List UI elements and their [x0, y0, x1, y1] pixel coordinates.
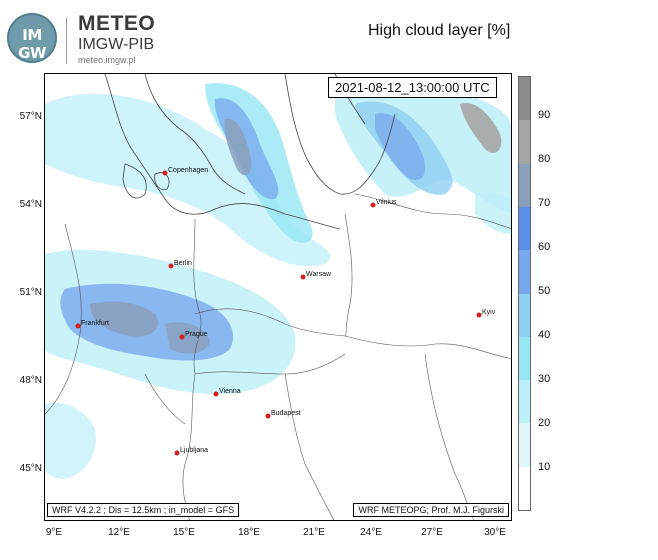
- city-label: Budapest: [271, 410, 301, 417]
- country-borders: [45, 193, 511, 520]
- map-frame: WRF V4.2.2 ; Dis = 12.5km ; in_model = G…: [44, 73, 512, 521]
- city-label: Frankfurt: [81, 320, 110, 327]
- colorbar-segment: [519, 76, 530, 121]
- city-markers: [75, 170, 482, 456]
- city-label: Vilnius: [376, 199, 397, 206]
- city-label: Berlin: [174, 260, 192, 267]
- brand-name: METEO: [78, 12, 156, 35]
- colorbar-segment: [519, 249, 530, 294]
- credit-note: WRF METEOPG; Prof. M.J. Figurski: [353, 503, 509, 517]
- colorbar-segment: [519, 293, 530, 337]
- colorbar-label: 20: [538, 417, 551, 429]
- brand-subtitle: IMGW-PIB: [78, 36, 155, 53]
- city-marker: [265, 413, 271, 419]
- colorbar-segment: [519, 163, 530, 207]
- city-label: Copenhagen: [168, 167, 209, 174]
- lat-label: 51°N: [19, 287, 42, 298]
- city-marker: [75, 323, 81, 329]
- city-label: Kyiv: [482, 309, 496, 316]
- city-label: Vienna: [219, 388, 241, 395]
- map-canvas: [45, 74, 511, 520]
- colorbar-label: 90: [538, 109, 551, 121]
- lon-label: 27°E: [421, 527, 443, 538]
- colorbar-label: 60: [538, 241, 551, 253]
- city-label: Warsaw: [306, 271, 332, 278]
- colorbar-segment: [519, 422, 530, 467]
- city-marker: [168, 263, 174, 269]
- lon-label: 21°E: [303, 527, 325, 538]
- lon-label: 9°E: [45, 527, 63, 538]
- city-marker: [174, 450, 180, 456]
- imgw-logo: [7, 13, 57, 63]
- map-title: High cloud layer [%]: [368, 22, 511, 39]
- colorbar-label: 80: [538, 153, 551, 165]
- colorbar-segment: [519, 336, 530, 381]
- city-label: Prague: [185, 331, 208, 338]
- lon-label: 18°E: [238, 527, 260, 538]
- lat-label: 48°N: [19, 375, 42, 386]
- lat-label: 54°N: [19, 199, 42, 210]
- colorbar-label: 70: [538, 197, 551, 209]
- colorbar-segment: [519, 206, 530, 251]
- city-marker: [370, 202, 376, 208]
- lon-label: 24°E: [360, 527, 382, 538]
- colorbar-label: 30: [538, 373, 551, 385]
- lon-label: 12°E: [108, 527, 130, 538]
- lon-label: 30°E: [484, 527, 506, 538]
- lat-label: 45°N: [19, 463, 42, 474]
- colorbar-segment: [519, 466, 530, 510]
- timestamp-label: 2021-08-12_13:00:00 UTC: [328, 77, 497, 98]
- colorbar-segment: [519, 119, 530, 164]
- model-info-note: WRF V4.2.2 ; Dis = 12.5km ; in_model = G…: [47, 503, 240, 517]
- city-label: Ljubljana: [180, 447, 209, 454]
- brand-divider: [66, 18, 67, 64]
- coastlines: [104, 74, 396, 230]
- lat-label: 57°N: [19, 111, 42, 122]
- colorbar: [518, 76, 531, 511]
- colorbar-label: 40: [538, 329, 551, 341]
- city-marker: [213, 391, 219, 397]
- city-marker: [162, 170, 168, 176]
- lon-label: 15°E: [173, 527, 195, 538]
- colorbar-label: 50: [538, 285, 551, 297]
- city-marker: [300, 274, 306, 280]
- logo-text: IM GW: [18, 26, 46, 62]
- colorbar-label: 10: [538, 461, 551, 473]
- cloud-field: [45, 79, 511, 479]
- brand-url: meteo.imgw.pl: [78, 55, 136, 65]
- colorbar-segment: [519, 379, 530, 424]
- city-marker: [179, 334, 185, 340]
- city-marker: [476, 312, 482, 318]
